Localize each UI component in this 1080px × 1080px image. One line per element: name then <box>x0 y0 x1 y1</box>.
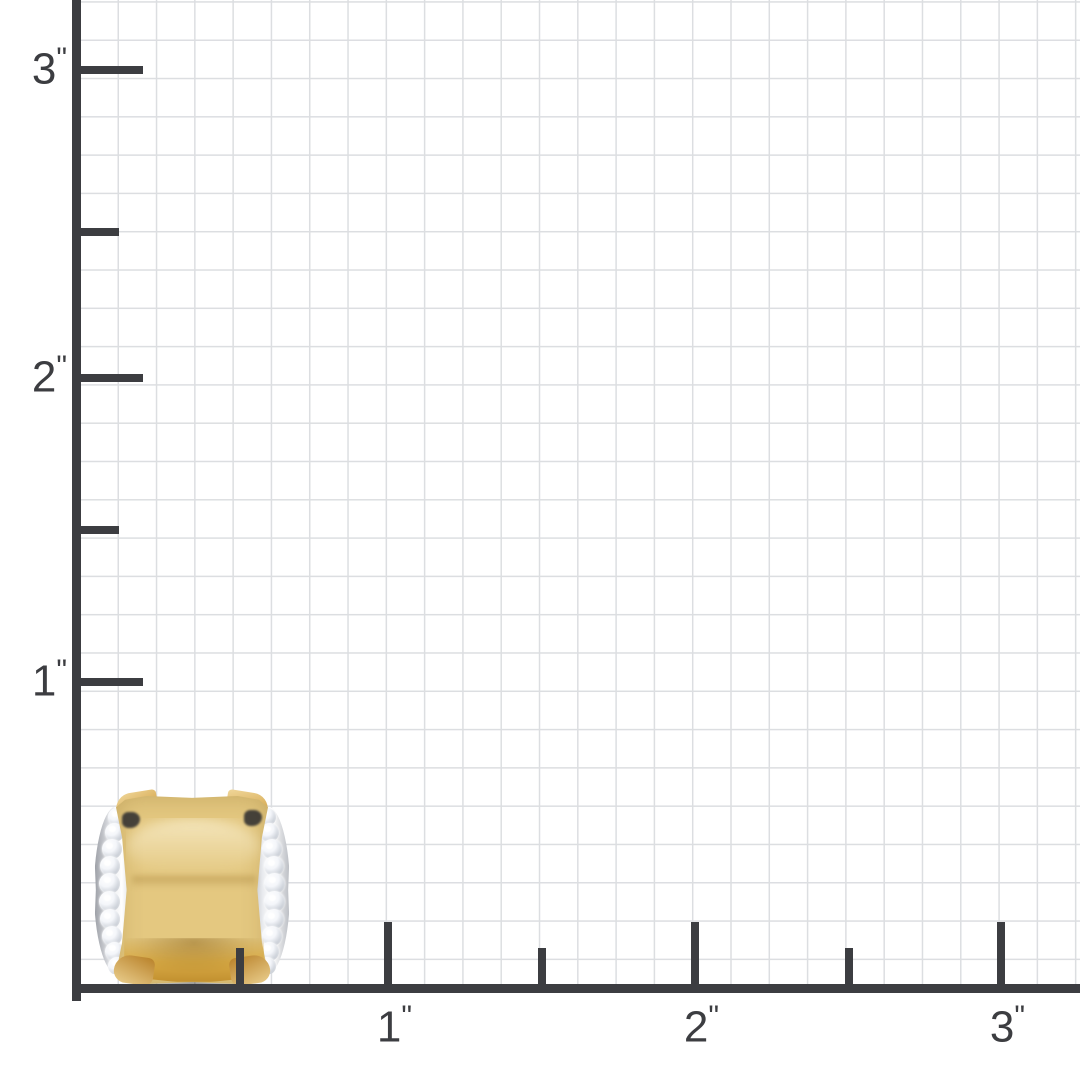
diamond-stone <box>264 909 284 929</box>
x-axis-label-3in-value: 3 <box>989 1002 1015 1052</box>
x-tick-group <box>0 922 1080 984</box>
gold-highlight <box>126 818 260 876</box>
diamond-stone <box>99 873 120 894</box>
y-axis-label-1in-value: 1 <box>31 656 57 706</box>
y-axis-label-2in: 2" <box>31 350 67 402</box>
x-tick-minor-1_5in <box>538 948 546 984</box>
y-axis-label-2in-value: 2 <box>31 352 57 402</box>
y-tick-major-1in <box>81 678 143 686</box>
y-tick-major-2in <box>81 374 143 382</box>
y-axis-label-3in: 3" <box>31 42 67 94</box>
diamond-stone <box>264 856 284 876</box>
x-axis-label-1in: 1" <box>376 1000 412 1052</box>
inch-mark: " <box>708 1000 719 1033</box>
diamond-stone <box>105 942 124 961</box>
diamond-stone <box>102 839 122 859</box>
diamond-stone <box>262 839 282 859</box>
inch-mark: " <box>56 350 67 383</box>
gold-seam-shadow <box>132 876 256 888</box>
x-tick-major-1in <box>384 922 392 984</box>
x-tick-minor-0_5in <box>236 948 244 984</box>
y-tick-minor-1_5in <box>81 526 119 534</box>
x-axis-label-1in-value: 1 <box>376 1002 402 1052</box>
diamond-stone <box>100 909 120 929</box>
inch-mark: " <box>1014 1000 1025 1033</box>
x-axis-label-2in-value: 2 <box>683 1002 709 1052</box>
y-tick-minor-2_5in <box>81 228 119 236</box>
inch-mark: " <box>401 1000 412 1033</box>
diamond-stone <box>99 891 120 912</box>
inch-mark: " <box>56 42 67 75</box>
y-axis-label-1in: 1" <box>31 654 67 706</box>
ring-graphic <box>92 788 292 988</box>
diamond-stone <box>102 926 122 946</box>
diamond-stone <box>105 823 124 842</box>
diamond-stone <box>264 891 285 912</box>
x-tick-major-2in <box>691 922 699 984</box>
diamond-stone <box>262 926 282 946</box>
y-axis-label-3in-value: 3 <box>31 44 57 94</box>
x-axis-label-2in: 2" <box>683 1000 719 1052</box>
diamond-stone <box>264 873 285 894</box>
x-axis-label-3in: 3" <box>989 1000 1025 1052</box>
y-axis-line <box>72 0 81 1001</box>
product-image-gold-diamond-band-ring <box>92 788 292 988</box>
y-tick-major-3in <box>81 66 143 74</box>
inch-mark: " <box>56 654 67 687</box>
setting-shadow-left <box>122 812 140 828</box>
diamond-stone <box>100 856 120 876</box>
x-tick-major-3in <box>997 922 1005 984</box>
x-axis-line <box>72 984 1080 993</box>
diamond-stone <box>260 823 279 842</box>
setting-shadow-right <box>244 810 262 826</box>
x-tick-minor-2_5in <box>845 948 853 984</box>
